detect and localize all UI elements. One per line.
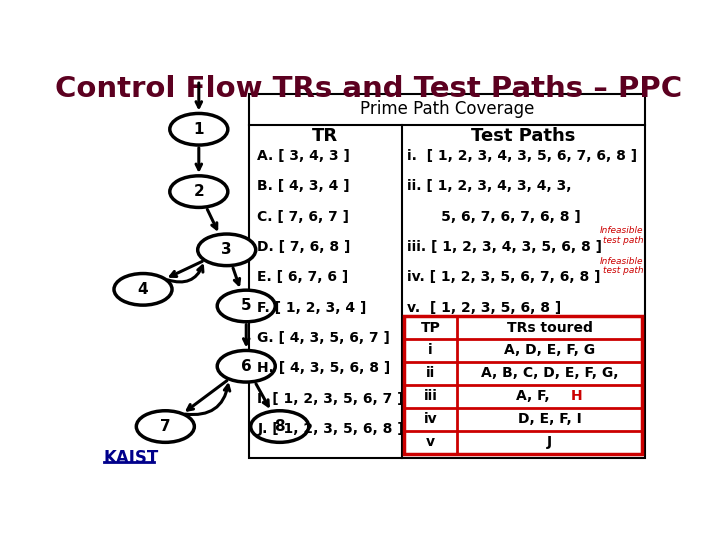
Text: Infeasible
test path: Infeasible test path	[600, 226, 644, 245]
Text: TRs toured: TRs toured	[507, 321, 593, 335]
Text: H: H	[570, 389, 582, 403]
Text: Test Paths: Test Paths	[471, 127, 575, 145]
Ellipse shape	[251, 411, 309, 442]
Text: C. [ 7, 6, 7 ]: C. [ 7, 6, 7 ]	[258, 210, 349, 224]
Text: D, E, F, I: D, E, F, I	[518, 412, 582, 426]
Ellipse shape	[170, 113, 228, 145]
Ellipse shape	[114, 274, 172, 305]
Text: Prime Path Coverage: Prime Path Coverage	[360, 100, 534, 118]
Text: I. [ 1, 2, 3, 5, 6, 7 ]: I. [ 1, 2, 3, 5, 6, 7 ]	[258, 392, 404, 406]
Text: 3: 3	[221, 242, 232, 258]
Text: TR: TR	[312, 127, 338, 145]
Bar	[249, 94, 645, 458]
Ellipse shape	[170, 176, 228, 207]
Text: Infeasible
test path: Infeasible test path	[600, 256, 644, 275]
Text: A. [ 3, 4, 3 ]: A. [ 3, 4, 3 ]	[258, 149, 350, 163]
Text: KAIST: KAIST	[104, 449, 159, 467]
Text: 5, 6, 7, 6, 7, 6, 8 ]: 5, 6, 7, 6, 7, 6, 8 ]	[407, 210, 581, 224]
Text: 2: 2	[194, 184, 204, 199]
Text: iv: iv	[424, 412, 437, 426]
Text: iii. [ 1, 2, 3, 4, 3, 5, 6, 8 ]: iii. [ 1, 2, 3, 4, 3, 5, 6, 8 ]	[407, 240, 602, 254]
Ellipse shape	[217, 350, 275, 382]
Text: 1: 1	[194, 122, 204, 137]
Text: TP: TP	[420, 321, 441, 335]
Ellipse shape	[198, 234, 256, 266]
Text: F. [ 1, 2, 3, 4 ]: F. [ 1, 2, 3, 4 ]	[258, 301, 366, 315]
Text: i: i	[428, 343, 433, 357]
Text: ii: ii	[426, 366, 435, 380]
Text: G. [ 4, 3, 5, 6, 7 ]: G. [ 4, 3, 5, 6, 7 ]	[258, 331, 390, 345]
Text: iv. [ 1, 2, 3, 5, 6, 7, 6, 8 ]: iv. [ 1, 2, 3, 5, 6, 7, 6, 8 ]	[407, 271, 600, 285]
Text: E. [ 6, 7, 6 ]: E. [ 6, 7, 6 ]	[258, 271, 348, 285]
Text: J. [ 1, 2, 3, 5, 6, 8 ]: J. [ 1, 2, 3, 5, 6, 8 ]	[258, 422, 404, 436]
Text: 7: 7	[160, 419, 171, 434]
Text: A, D, E, F, G: A, D, E, F, G	[504, 343, 595, 357]
Ellipse shape	[136, 411, 194, 442]
Text: iii: iii	[423, 389, 438, 403]
Ellipse shape	[217, 290, 275, 322]
Text: B. [ 4, 3, 4 ]: B. [ 4, 3, 4 ]	[258, 179, 350, 193]
Text: A, F,: A, F,	[516, 389, 555, 403]
Text: v: v	[426, 435, 435, 449]
Text: v.  [ 1, 2, 3, 5, 6, 8 ]: v. [ 1, 2, 3, 5, 6, 8 ]	[407, 301, 562, 315]
Text: D. [ 7, 6, 8 ]: D. [ 7, 6, 8 ]	[258, 240, 351, 254]
Text: 8: 8	[274, 419, 285, 434]
Text: J: J	[547, 435, 552, 449]
Text: A, B, C, D, E, F, G,: A, B, C, D, E, F, G,	[481, 366, 618, 380]
Bar	[405, 316, 642, 454]
Text: H. [ 4, 3, 5, 6, 8 ]: H. [ 4, 3, 5, 6, 8 ]	[258, 361, 391, 375]
Text: Control Flow TRs and Test Paths – PPC: Control Flow TRs and Test Paths – PPC	[55, 75, 683, 103]
Text: 6: 6	[241, 359, 251, 374]
Text: i.  [ 1, 2, 3, 4, 3, 5, 6, 7, 6, 8 ]: i. [ 1, 2, 3, 4, 3, 5, 6, 7, 6, 8 ]	[407, 149, 637, 163]
Text: 5: 5	[241, 299, 251, 313]
Text: 4: 4	[138, 282, 148, 297]
Text: ii. [ 1, 2, 3, 4, 3, 4, 3,: ii. [ 1, 2, 3, 4, 3, 4, 3,	[407, 179, 572, 193]
